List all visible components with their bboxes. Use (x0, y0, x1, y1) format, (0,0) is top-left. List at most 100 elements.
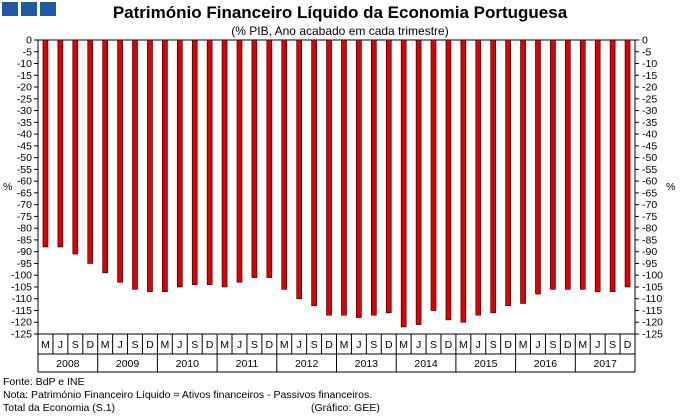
bar (191, 39, 198, 285)
y-tick-label-left: -45 (17, 140, 32, 152)
quarter-label: D (445, 339, 453, 351)
bar (281, 39, 288, 290)
bar (206, 39, 213, 285)
bar (490, 39, 497, 314)
y-tick-label-left: -90 (17, 246, 32, 258)
logo-block-icon (40, 2, 56, 16)
bar (326, 39, 332, 316)
y-tick-label-right: -45 (642, 140, 657, 152)
quarter-label: D (146, 339, 154, 351)
y-tick-label-left: -50 (17, 152, 32, 164)
footer-credit: (Gráfico: GEE) (311, 402, 380, 414)
y-tick-label-left: -20 (17, 82, 32, 94)
quarter-label: J (476, 339, 481, 351)
quarter-label: M (220, 339, 229, 351)
y-tick-label-left: -80 (17, 223, 32, 235)
quarter-label: D (564, 339, 572, 351)
bar (132, 39, 138, 290)
y-tick-label-left: -5 (23, 46, 32, 58)
chart-subtitle: (% PIB, Ano acabado em cada trimestre) (231, 24, 449, 38)
y-tick-label-right: -110 (642, 293, 662, 305)
y-tick-label-right: -85 (642, 234, 657, 246)
y-tick-label-left: -70 (17, 199, 32, 211)
bar (221, 39, 228, 288)
footer-source: Fonte: BdP e INE (3, 376, 85, 388)
bar (535, 39, 541, 295)
bar (236, 39, 243, 283)
logo-block-icon (2, 2, 18, 16)
quarter-label: J (237, 339, 242, 351)
quarter-label: J (58, 339, 63, 351)
y-tick-label-right: -20 (642, 82, 657, 94)
bar (57, 39, 64, 248)
bar (162, 39, 168, 292)
quarter-label: M (340, 339, 349, 351)
quarter-label: J (356, 339, 361, 351)
y-tick-label-left: -25 (17, 93, 32, 105)
y-tick-label-right: -90 (642, 246, 657, 258)
quarter-label: D (86, 339, 94, 351)
quarter-label: J (177, 339, 182, 351)
y-tick-label-right: -115 (642, 305, 662, 317)
bar (400, 39, 407, 328)
y-tick-label-right: -30 (642, 105, 657, 117)
y-tick-label-left: -95 (17, 258, 32, 270)
year-label: 2010 (176, 358, 200, 370)
quarter-label: S (370, 339, 377, 351)
footer-note: Nota: Património Financeiro Líquido = At… (3, 389, 373, 401)
bar (266, 39, 273, 278)
quarter-label: S (490, 339, 497, 351)
y-tick-label-right: -50 (642, 152, 657, 164)
bar (341, 39, 347, 316)
y-tick-label-left: -65 (17, 187, 32, 199)
quarter-label: M (578, 339, 587, 351)
y-tick-label-right: -100 (642, 270, 663, 282)
quarter-label: D (385, 339, 393, 351)
quarter-label: S (311, 339, 318, 351)
year-label: 2015 (474, 358, 498, 370)
quarter-label: D (325, 339, 333, 351)
footer-total: Total da Economia (S.1) (3, 402, 116, 414)
logo (2, 2, 56, 16)
bar (609, 39, 616, 292)
y-tick-label-left: -125 (11, 329, 32, 341)
bar (505, 39, 511, 307)
year-label: 2016 (534, 358, 558, 370)
y-tick-label-right: -25 (642, 93, 657, 105)
quarter-label: J (416, 339, 421, 351)
bar (624, 39, 631, 288)
y-tick-label-left: -110 (12, 293, 32, 305)
y-tick-label-right: -70 (642, 199, 657, 211)
chart-title: Património Financeiro Líquido da Economi… (112, 3, 568, 22)
y-tick-label-left: -55 (17, 164, 32, 176)
y-tick-label-left: 0 (26, 35, 32, 47)
y-tick-label-left: -30 (17, 105, 32, 117)
quarter-label: S (430, 339, 437, 351)
bar (594, 39, 601, 292)
bar (42, 39, 49, 248)
bar (430, 39, 437, 311)
year-label: 2017 (593, 358, 617, 370)
quarter-label: D (504, 339, 512, 351)
y-tick-label-left: -15 (17, 70, 32, 82)
quarter-label: S (191, 339, 198, 351)
y-tick-label-left: -100 (11, 270, 32, 282)
y-tick-label-left: -35 (17, 117, 32, 129)
quarter-label: J (535, 339, 540, 351)
bar (415, 39, 422, 325)
bar (102, 39, 108, 274)
bar (565, 39, 571, 290)
y-tick-label-right: -65 (642, 187, 657, 199)
year-label: 2008 (56, 358, 80, 370)
y-tick-label-right: -95 (642, 258, 657, 270)
y-tick-label-right: -35 (642, 117, 657, 129)
y-tick-label-right: -5 (642, 46, 651, 58)
quarter-label: S (132, 339, 139, 351)
quarter-label: J (595, 339, 600, 351)
y-tick-label-left: -40 (17, 129, 32, 141)
quarter-label: D (624, 339, 632, 351)
y-tick-label-right: -40 (642, 129, 657, 141)
y-tick-label-left: -105 (11, 281, 32, 293)
y-tick-label-right: -60 (642, 176, 657, 188)
